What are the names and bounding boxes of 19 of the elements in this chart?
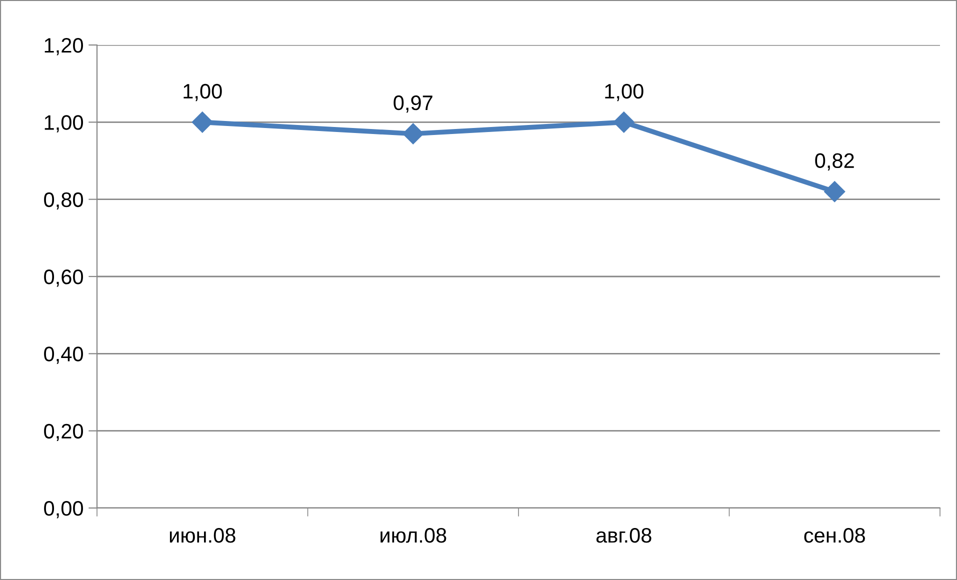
data-label: 0,97 [394,95,432,113]
y-tick-label: 0,80 [44,192,83,210]
y-tick-label: 0,20 [44,424,83,442]
point [402,123,424,144]
point [824,181,846,202]
data-label: 1,00 [605,84,644,102]
x-tick-label: июл.08 [380,528,446,543]
y-tick-label: 0,40 [44,346,83,364]
point [192,112,213,133]
point [613,112,634,133]
x-tick-label: сен.08 [804,528,865,543]
y-tick-label: 1,20 [44,38,83,56]
data-label: 1,00 [184,84,222,102]
data-label: 0,82 [815,153,854,171]
y-tick-label: 1,00 [44,115,83,132]
x-tick-label: июн.08 [170,528,236,543]
y-tick-label: 0,00 [44,501,83,518]
x-tick-label: авг.08 [596,528,652,543]
y-tick-label: 0,60 [44,270,83,287]
